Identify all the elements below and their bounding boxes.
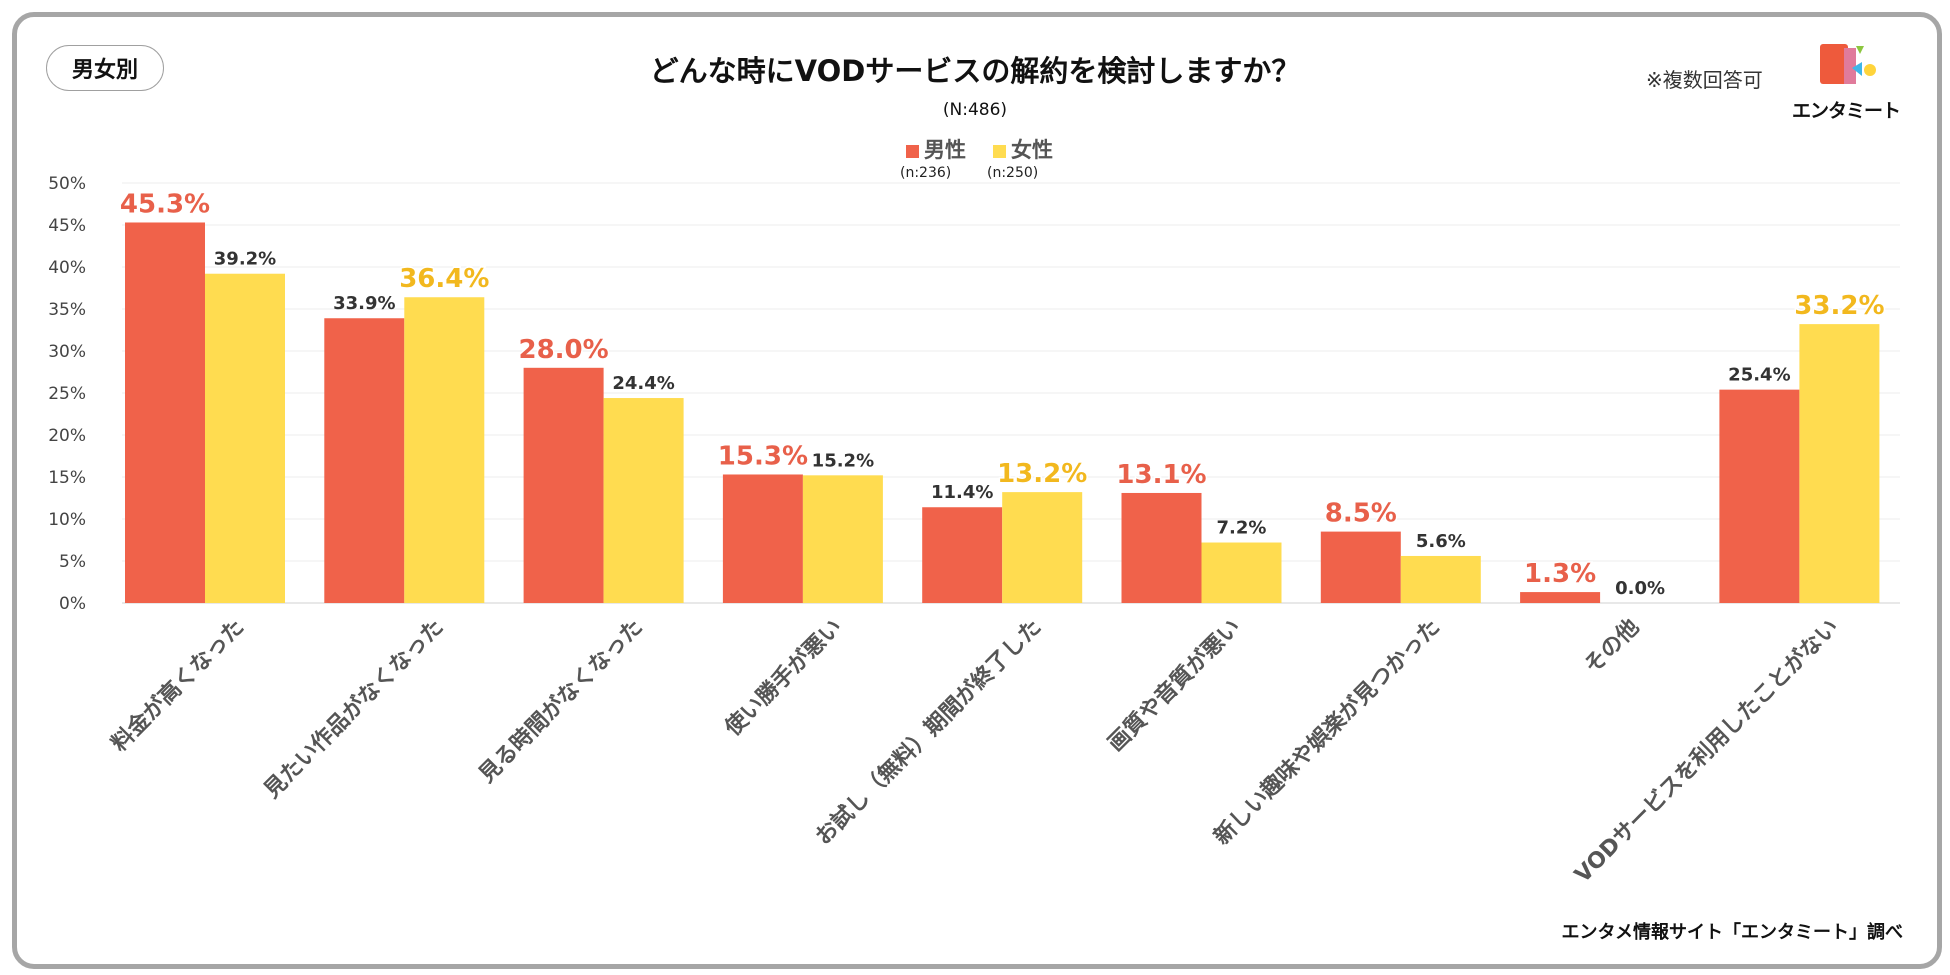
logo-mark-icon — [1820, 44, 1876, 84]
data-label-male: 13.1% — [1116, 460, 1206, 490]
data-label-male: 45.3% — [120, 189, 210, 219]
logo-text: エンタミート — [1791, 100, 1901, 122]
legend-n-female: (n:250) — [987, 165, 1039, 181]
bar-female — [404, 297, 485, 603]
bar-male — [1121, 492, 1202, 603]
x-axis-categories: 料金が高くなった 見たい作品がなくなった 見る時間がなくなった 使い勝手が悪いお試し（… — [106, 614, 1843, 888]
bar-male — [722, 474, 803, 603]
x-category-label: その他 — [1580, 615, 1644, 679]
x-category-label: 新しい趣味や娯楽が見つかった — [1209, 614, 1445, 850]
legend-n-male: (n:236) — [900, 165, 952, 181]
y-tick-label: 35% — [48, 300, 86, 320]
bar-male — [1320, 531, 1401, 603]
chart-title: どんな時にVODサービスの解約を検討しますか？ — [649, 54, 1301, 88]
x-category-label: 料金が高くなった — [106, 614, 249, 757]
bar-female — [1799, 324, 1880, 603]
y-tick-label: 20% — [48, 426, 86, 446]
source-credit: エンタメ情報サイト「エンタミート」調べ — [1561, 922, 1903, 943]
x-category-label: 画質や音質が悪い — [1103, 614, 1246, 757]
bars — [125, 222, 1880, 604]
y-tick-label: 25% — [48, 384, 86, 404]
data-label-female: 33.2% — [1794, 291, 1884, 321]
data-label-female: 5.6% — [1416, 531, 1466, 552]
y-tick-label: 5% — [59, 552, 86, 572]
bar-female — [1002, 492, 1083, 603]
legend-swatch-female — [993, 145, 1006, 158]
data-label-male: 25.4% — [1728, 365, 1790, 386]
y-axis-ticks: 0% 5% 10% 15% 20% 25% 30% 35% 40% 45% 50% — [48, 174, 86, 614]
data-label-female: 0.0% — [1615, 578, 1665, 599]
entameet-logo: エンタミート — [1790, 40, 1902, 122]
y-tick-label: 15% — [48, 468, 86, 488]
data-label-male: 33.9% — [333, 293, 395, 314]
data-labels: 45.3% 39.2% 33.9%36.4% 28.0%24.4% 15.3% 15.2%… — [118, 188, 1886, 599]
gender-badge: 男女別 — [46, 45, 164, 91]
data-label-male: 28.0% — [518, 335, 608, 365]
data-label-female: 39.2% — [214, 249, 276, 270]
bar-male — [1719, 389, 1800, 603]
bar-female — [1400, 555, 1481, 603]
y-tick-label: 50% — [48, 174, 86, 194]
bar-female — [603, 398, 684, 603]
x-category-label: 使い勝手が悪い — [719, 614, 847, 742]
legend-label-female: 女性 — [1011, 138, 1053, 162]
data-label-female: 36.4% — [399, 264, 489, 294]
data-label-male: 8.5% — [1325, 499, 1397, 529]
data-label-male: 1.3% — [1524, 559, 1596, 589]
y-tick-label: 10% — [48, 510, 86, 530]
legend-label-male: 男性 — [924, 138, 966, 162]
multiple-answer-note: ※複数回答可 — [1646, 68, 1763, 92]
y-tick-label: 40% — [48, 258, 86, 278]
y-tick-label: 45% — [48, 216, 86, 236]
x-category-label: 見る時間がなくなった — [474, 614, 648, 788]
legend: 男性 (n:236) 女性 (n:250) — [900, 134, 1100, 190]
y-tick-label: 0% — [59, 594, 86, 614]
bar-male — [125, 222, 205, 604]
bar-male — [922, 507, 1003, 603]
bar-male — [523, 367, 604, 603]
bar-female — [205, 273, 285, 603]
y-tick-label: 30% — [48, 342, 86, 362]
data-label-male: 15.3% — [718, 441, 808, 471]
sample-size: (N:486) — [942, 100, 1008, 120]
data-label-female: 24.4% — [612, 373, 674, 394]
data-label-female: 13.2% — [997, 459, 1087, 489]
bar-male — [1520, 592, 1601, 603]
bar-female — [1201, 542, 1282, 603]
data-label-male: 11.4% — [931, 482, 993, 503]
bar-female — [802, 475, 883, 603]
data-label-female: 15.2% — [812, 450, 874, 471]
data-label-female: 7.2% — [1217, 518, 1267, 539]
legend-swatch-male — [906, 145, 919, 158]
bar-male — [324, 318, 405, 603]
x-category-label: お試し（無料）期間が終了した — [810, 614, 1046, 850]
x-category-label: 見たい作品がなくなった — [259, 614, 449, 804]
